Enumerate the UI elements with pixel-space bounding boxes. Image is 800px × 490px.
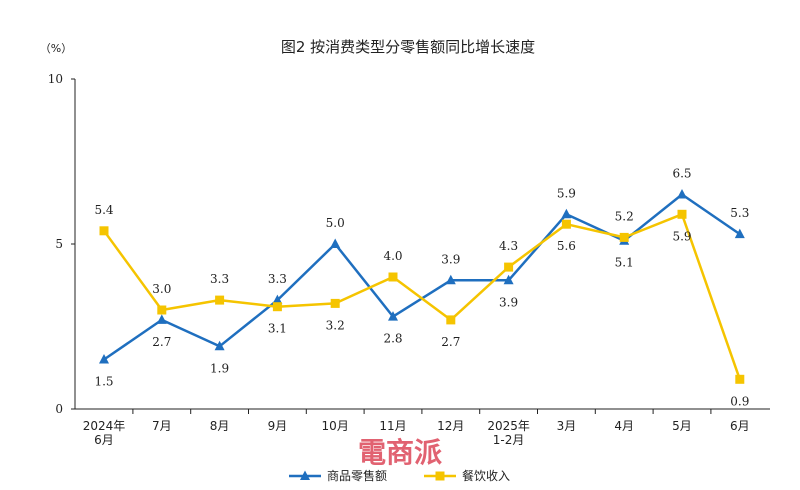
data-label: 2.8 <box>383 332 402 346</box>
y-ticks: 0 5 10 <box>48 72 75 416</box>
x-tick-label-line: 2025年 <box>487 419 530 433</box>
series-2-point <box>504 262 514 272</box>
series-2-point <box>388 272 398 282</box>
x-tick-label: 5月 <box>672 419 692 433</box>
series-1-point <box>330 238 341 248</box>
series-2-point <box>272 302 282 312</box>
x-tick-label-line: 11月 <box>379 419 406 433</box>
data-label: 3.1 <box>268 322 287 336</box>
series-1-point <box>272 294 283 305</box>
series-2-point <box>561 219 571 229</box>
y-tick-label: 10 <box>48 72 63 86</box>
x-tick-label-line: 8月 <box>210 419 230 433</box>
data-label: 3.9 <box>441 252 460 266</box>
axes <box>74 79 770 410</box>
x-tick-label: 2024年 6月 <box>83 419 126 447</box>
y-tick-label: 5 <box>55 237 63 251</box>
series-2-point <box>99 226 109 236</box>
data-label: 5.0 <box>326 216 345 230</box>
x-tick-label: 2025年 1-2月 <box>487 419 530 447</box>
data-label: 5.3 <box>730 206 749 220</box>
data-label: 2.7 <box>152 335 171 349</box>
series-1-point <box>388 311 398 321</box>
x-tick-label-line: 12月 <box>437 419 464 433</box>
x-tick-label-line: 3月 <box>557 419 577 433</box>
series-1-point <box>677 189 687 199</box>
x-tick-label-line: 1-2月 <box>493 433 525 447</box>
series-2-point <box>619 232 629 242</box>
x-tick-label: 7月 <box>152 419 172 433</box>
y-axis-unit: （%） <box>40 42 72 55</box>
x-tick-label-line: 7月 <box>152 419 172 433</box>
watermark-text: 電商派 <box>358 436 442 469</box>
x-tick-label: 3月 <box>557 419 577 433</box>
data-label: 3.3 <box>268 272 287 286</box>
series-line-1 <box>103 193 741 361</box>
legend-label-2: 餐饮收入 <box>462 468 510 483</box>
x-tick-label-line: 5月 <box>672 419 692 433</box>
data-label: 3.3 <box>210 272 229 286</box>
series-2-point <box>157 305 167 315</box>
data-label: 5.1 <box>615 256 634 270</box>
data-labels: 1.5 5.4 2.7 3.0 1.9 3.3 3.3 3.1 5.0 3.2 2.8 4.0 3.9 2… <box>94 167 749 409</box>
data-label: 3.2 <box>326 318 345 332</box>
data-label: 3.0 <box>152 282 171 296</box>
x-tick-label: 9月 <box>268 419 288 433</box>
legend-label-1: 商品零售额 <box>327 468 387 483</box>
series-1-point <box>156 314 167 324</box>
data-label: 5.4 <box>94 203 113 217</box>
x-tick-label: 6月 <box>730 419 750 433</box>
x-tick-label-line: 2024年 <box>83 419 126 433</box>
series-2-point <box>735 374 745 384</box>
x-tick-label: 12月 <box>437 419 464 433</box>
data-label: 4.0 <box>383 249 402 263</box>
data-label: 0.9 <box>730 394 749 408</box>
series-1-point <box>503 274 514 285</box>
x-tick-label-line: 9月 <box>268 419 288 433</box>
x-tick-label: 10月 <box>322 419 349 433</box>
series-2-point <box>215 295 225 305</box>
legend-marker-1 <box>300 470 310 480</box>
data-label: 6.5 <box>672 167 691 181</box>
data-label: 1.9 <box>210 361 229 375</box>
x-tick-label: 8月 <box>210 419 230 433</box>
x-tick-label-line: 6月 <box>730 419 750 433</box>
y-tick-label: 0 <box>55 402 63 416</box>
series-1-point <box>734 228 745 239</box>
x-tick-label: 11月 <box>379 419 406 433</box>
series-2-point <box>677 209 687 219</box>
series-1-point <box>561 208 572 219</box>
chart-title: 图2 按消费类型分零售额同比增长速度 <box>281 38 535 56</box>
series-1-point <box>214 340 225 351</box>
x-tick-label-line: 6月 <box>94 433 114 447</box>
series-1-point <box>99 354 109 364</box>
x-tick-label-line: 10月 <box>322 419 349 433</box>
x-tick-label: 4月 <box>614 419 634 433</box>
data-label: 1.5 <box>94 375 113 389</box>
data-label: 4.3 <box>499 239 518 253</box>
legend: 商品零售额 餐饮收入 <box>289 468 510 483</box>
series-group <box>99 189 745 384</box>
watermark-logo: 電商派 <box>358 436 442 469</box>
data-label: 2.7 <box>441 335 460 349</box>
series-2-point <box>446 315 456 325</box>
data-label: 5.9 <box>672 229 691 243</box>
x-tick-label-line: 4月 <box>614 419 634 433</box>
data-label: 5.6 <box>557 239 576 253</box>
data-label: 3.9 <box>499 295 518 309</box>
data-label: 5.2 <box>615 209 634 223</box>
series-2-point <box>330 298 340 308</box>
series-line-2 <box>102 213 741 380</box>
data-label: 5.9 <box>557 186 576 200</box>
legend-marker-2 <box>435 471 445 481</box>
series-1-point <box>445 274 456 285</box>
